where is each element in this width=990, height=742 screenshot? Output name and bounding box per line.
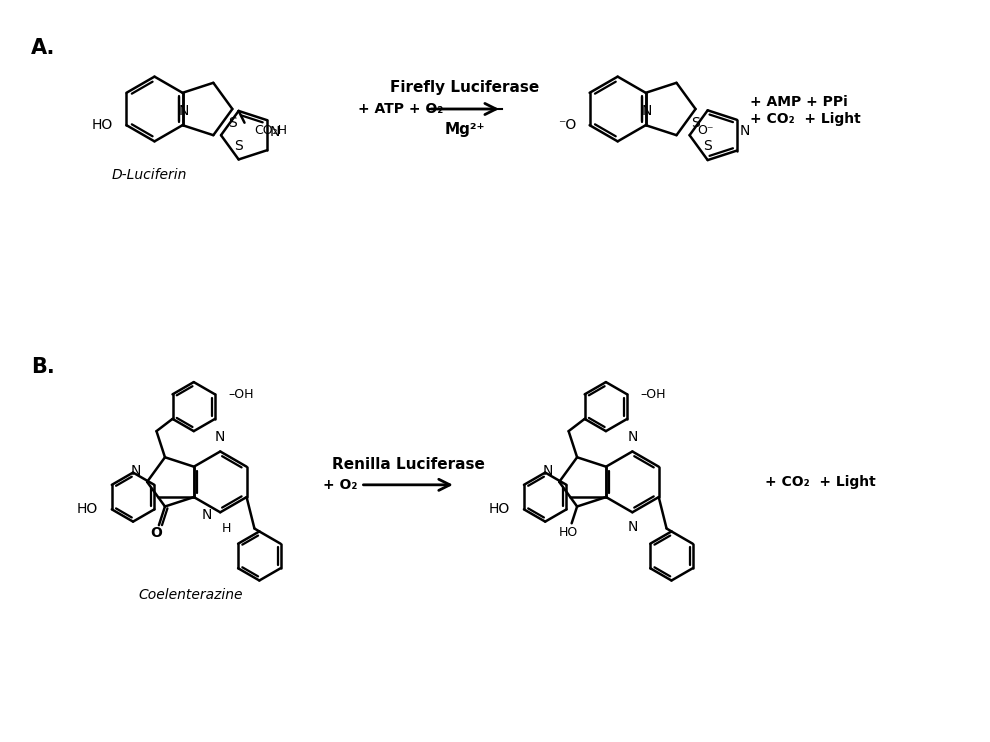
Text: + CO₂  + Light: + CO₂ + Light: [750, 112, 861, 126]
Text: Firefly Luciferase: Firefly Luciferase: [390, 80, 540, 95]
Text: CO₂H: CO₂H: [254, 124, 287, 137]
Text: N: N: [543, 464, 553, 478]
Text: HO: HO: [489, 502, 510, 516]
Text: + CO₂  + Light: + CO₂ + Light: [765, 475, 875, 489]
Text: D-Luciferin: D-Luciferin: [112, 168, 187, 182]
Text: HO: HO: [77, 502, 98, 516]
Text: –OH: –OH: [641, 388, 666, 401]
Text: + AMP + PPi: + AMP + PPi: [750, 95, 847, 109]
Text: N: N: [270, 125, 280, 139]
Text: HO: HO: [559, 526, 578, 539]
Text: N: N: [740, 124, 750, 138]
Text: N: N: [202, 508, 213, 522]
Text: S: S: [703, 139, 712, 153]
Text: N: N: [131, 464, 142, 478]
Text: HO: HO: [91, 118, 113, 132]
Text: N: N: [628, 520, 638, 534]
Text: ⁻O: ⁻O: [557, 118, 576, 132]
Text: O⁻: O⁻: [698, 124, 714, 137]
Text: Mg²⁺: Mg²⁺: [445, 122, 485, 137]
Text: S: S: [228, 116, 237, 130]
Text: Coelenterazine: Coelenterazine: [139, 588, 244, 602]
Text: B.: B.: [31, 357, 54, 377]
Text: –OH: –OH: [229, 388, 254, 401]
Text: + O₂: + O₂: [324, 478, 357, 492]
Text: O: O: [150, 525, 162, 539]
Text: S: S: [235, 139, 243, 153]
Text: S: S: [691, 116, 700, 130]
Text: + ATP + O₂: + ATP + O₂: [357, 102, 443, 116]
Text: H: H: [222, 522, 232, 535]
Text: N: N: [178, 105, 189, 118]
Text: Renilla Luciferase: Renilla Luciferase: [332, 457, 484, 472]
Text: A.: A.: [31, 39, 55, 59]
Text: N: N: [215, 430, 226, 444]
Text: N: N: [628, 430, 638, 444]
Text: N: N: [642, 105, 651, 118]
